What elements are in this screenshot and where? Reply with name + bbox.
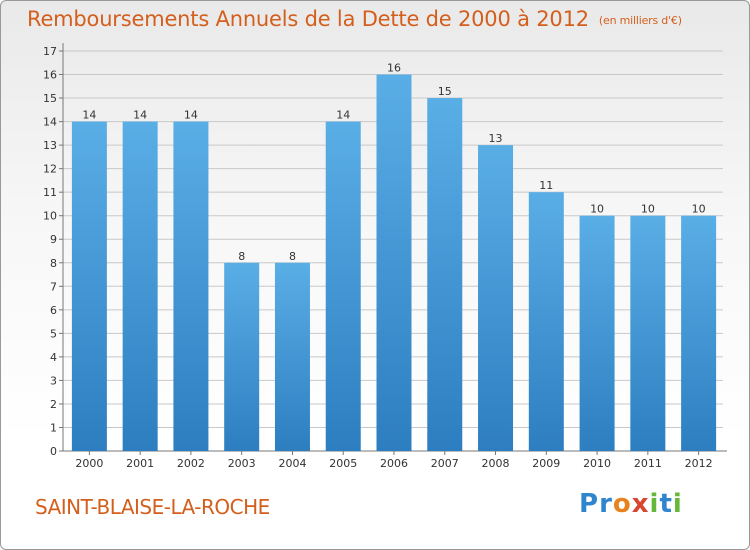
- data-label: 10: [590, 203, 604, 216]
- x-tick-label: 2008: [482, 457, 510, 470]
- bar-2010: [579, 215, 615, 451]
- y-tick-label: 16: [43, 69, 57, 82]
- data-label: 10: [692, 203, 706, 216]
- bar-2012: [681, 215, 717, 451]
- x-tick-label: 2011: [634, 457, 662, 470]
- chart-title: Remboursements Annuels de la Dette de 20…: [27, 7, 682, 31]
- bar-2008: [478, 145, 514, 451]
- data-label: 11: [539, 179, 553, 192]
- y-tick-label: 13: [43, 139, 57, 152]
- proxiti-logo[interactable]: Proxiti: [579, 489, 683, 519]
- data-label: 15: [438, 85, 452, 98]
- y-tick-label: 1: [50, 421, 57, 434]
- bar-2005: [325, 121, 361, 452]
- y-tick-label: 7: [50, 280, 57, 293]
- y-tick-label: 9: [50, 233, 57, 246]
- y-tick-label: 17: [43, 45, 57, 58]
- y-tick-label: 11: [43, 186, 57, 199]
- x-tick-label: 2002: [177, 457, 205, 470]
- chart-title-text: Remboursements Annuels de la Dette de 20…: [27, 7, 589, 31]
- bar-2002: [173, 121, 209, 452]
- data-label: 13: [489, 132, 503, 145]
- bar-2011: [630, 215, 666, 451]
- y-tick-label: 8: [50, 257, 57, 270]
- data-label: 8: [289, 250, 296, 263]
- bars: [71, 74, 717, 452]
- bar-2000: [71, 121, 107, 452]
- y-tick-label: 5: [50, 327, 57, 340]
- x-tick-label: 2005: [329, 457, 357, 470]
- y-tick-label: 12: [43, 163, 57, 176]
- x-tick-label: 2003: [228, 457, 256, 470]
- data-label: 14: [133, 109, 147, 122]
- y-tick-label: 2: [50, 398, 57, 411]
- data-label: 14: [184, 109, 198, 122]
- data-label: 14: [82, 109, 96, 122]
- x-tick-label: 2000: [75, 457, 103, 470]
- bar-2009: [528, 192, 564, 452]
- x-tick-label: 2004: [278, 457, 306, 470]
- bar-2001: [122, 121, 158, 452]
- chart-unit: (en milliers d'€): [598, 13, 682, 27]
- y-tick-label: 4: [50, 351, 57, 364]
- data-label: 14: [336, 109, 350, 122]
- x-tick-label: 2012: [685, 457, 713, 470]
- x-tick-label: 2006: [380, 457, 408, 470]
- data-labels: 14 14 14 8 8 14 16 15 13 11 10 10 10: [82, 62, 705, 263]
- y-tick-label: 6: [50, 304, 57, 317]
- bar-2004: [274, 262, 310, 451]
- y-tick-label: 3: [50, 374, 57, 387]
- y-tick-label: 10: [43, 210, 57, 223]
- y-tick-label: 15: [43, 92, 57, 105]
- commune-name: SAINT-BLAISE-LA-ROCHE: [35, 495, 270, 519]
- data-label: 10: [641, 203, 655, 216]
- x-tick-label: 2010: [583, 457, 611, 470]
- data-label: 8: [238, 250, 245, 263]
- data-label: 16: [387, 62, 401, 75]
- bar-2006: [376, 74, 412, 451]
- x-tick-label: 2009: [532, 457, 560, 470]
- bar-2003: [224, 262, 260, 451]
- y-tick-label: 14: [43, 116, 57, 129]
- bar-2007: [427, 98, 463, 451]
- x-tick-label: 2007: [431, 457, 459, 470]
- x-tick-label: 2001: [126, 457, 154, 470]
- y-tick-label: 0: [50, 445, 57, 458]
